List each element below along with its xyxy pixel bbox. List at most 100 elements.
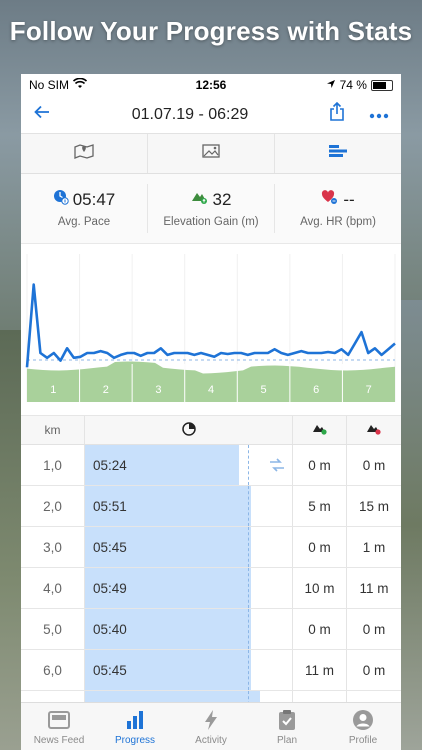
- activity-date-title: 01.07.19 - 06:29: [131, 105, 249, 123]
- bottom-navigation: News Feed Progress Activity Plan Profile: [21, 702, 401, 750]
- stat-value: 05:47: [72, 189, 116, 209]
- split-pace: 05:45: [93, 662, 127, 678]
- nav-profile[interactable]: Profile: [325, 703, 401, 750]
- elevation-down-icon: [366, 422, 382, 438]
- pace-clock-icon: [181, 421, 196, 439]
- status-bar: No SIM 12:56 74 %: [21, 74, 401, 96]
- split-pace: 05:49: [93, 580, 127, 596]
- km-label: 4: [208, 384, 214, 396]
- pace-chart-svg: 1 2 3 4 5 6 7: [25, 254, 396, 402]
- stat-avg-pace: 05:47 Avg. Pace: [21, 184, 148, 233]
- nav-activity[interactable]: Activity: [173, 703, 249, 750]
- split-row: 3,0 05:45 0 m 1 m: [21, 527, 401, 568]
- share-icon[interactable]: [329, 101, 345, 127]
- nav-progress[interactable]: Progress: [97, 703, 173, 750]
- tab-map[interactable]: [21, 134, 148, 173]
- split-elevation-up: 0 m: [293, 445, 347, 485]
- more-icon[interactable]: [369, 106, 389, 124]
- split-elevation-down: 0 m: [362, 457, 386, 473]
- split-pace: 05:51: [93, 498, 127, 514]
- avg-pace-line: [248, 527, 249, 567]
- split-km: 6,0: [21, 650, 85, 690]
- summary-stats: 05:47 Avg. Pace 32 Elevation Gain (m) --…: [21, 174, 401, 244]
- split-elevation-down: 0 m: [362, 621, 386, 637]
- splits-table: km 1,0 05:24 0 m 0 m 2,0 05:51 5 m 15 m 3,0 05:45…: [21, 416, 401, 732]
- heart-rate-icon: [321, 189, 339, 210]
- promo-headline: Follow Your Progress with Stats: [9, 16, 413, 46]
- carrier-text: No SIM: [29, 78, 70, 92]
- status-time: 12:56: [195, 78, 227, 92]
- elevation-up-icon: [312, 422, 328, 438]
- stat-value: 32: [212, 189, 232, 209]
- nav-label: Profile: [348, 735, 378, 746]
- battery-percent: 74 %: [339, 78, 367, 92]
- split-row: 2,0 05:51 5 m 15 m: [21, 486, 401, 527]
- split-pace-bar: [85, 527, 251, 567]
- split-elevation-up: 10 m: [293, 568, 347, 608]
- km-label: 6: [313, 384, 319, 396]
- nav-plan[interactable]: Plan: [249, 703, 325, 750]
- km-label: 5: [261, 384, 267, 396]
- avg-pace-line: [248, 486, 249, 526]
- split-km: 1,0: [21, 445, 85, 485]
- split-elevation-down: 1 m: [362, 539, 386, 555]
- stat-label: Avg. HR (bpm): [300, 216, 376, 228]
- split-km: 4,0: [21, 568, 85, 608]
- tab-stats[interactable]: [275, 134, 401, 173]
- pace-clock-icon: [53, 189, 69, 210]
- battery-icon: [370, 79, 393, 91]
- avg-pace-line: [248, 609, 249, 649]
- progress-chart-icon: [126, 708, 144, 732]
- arrow-left-icon[interactable]: [33, 105, 51, 124]
- profile-icon: [352, 708, 374, 732]
- split-pace-bar: [85, 609, 251, 649]
- avg-pace-line: [248, 445, 249, 485]
- split-elevation-down: 15 m: [358, 498, 389, 514]
- map-icon: [74, 143, 94, 164]
- tab-photos[interactable]: [148, 134, 275, 173]
- elevation-gain-icon: [191, 189, 209, 210]
- bar-stats-icon: [328, 144, 348, 163]
- pace-line: [25, 283, 396, 368]
- split-row: 4,0 05:49 10 m 11 m: [21, 568, 401, 609]
- split-row: 6,0 05:45 11 m 0 m: [21, 650, 401, 691]
- split-row: 5,0 05:40 0 m 0 m: [21, 609, 401, 650]
- pace-header: [85, 416, 293, 444]
- split-km: 5,0: [21, 609, 85, 649]
- km-label: 1: [50, 384, 56, 396]
- stat-avg-hr: -- Avg. HR (bpm): [275, 184, 401, 233]
- wifi-icon: [72, 77, 88, 92]
- nav-label: Plan: [276, 735, 297, 746]
- elevation-area: [27, 361, 395, 402]
- split-pace-cell: 05:40: [85, 609, 293, 649]
- split-elevation-down: 0 m: [362, 662, 386, 678]
- plan-clipboard-icon: [278, 708, 296, 732]
- split-row: 1,0 05:24 0 m 0 m: [21, 445, 401, 486]
- splits-header: km: [21, 416, 401, 445]
- nav-label: Progress: [114, 735, 155, 746]
- location-arrow-icon: [326, 78, 336, 92]
- split-pace-bar: [85, 486, 251, 526]
- stat-label: Elevation Gain (m): [163, 216, 259, 228]
- km-header: km: [21, 416, 85, 444]
- navigation-bar: 01.07.19 - 06:29: [21, 96, 401, 134]
- elevation-down-header: [347, 416, 401, 444]
- avg-pace-line: [248, 568, 249, 608]
- stat-value: --: [343, 189, 355, 209]
- km-label: 3: [155, 384, 161, 396]
- fastest-split-icon: [269, 458, 285, 475]
- split-pace: 05:40: [93, 621, 127, 637]
- stat-elevation-gain: 32 Elevation Gain (m): [148, 184, 275, 233]
- km-label: 2: [103, 384, 109, 396]
- nav-label: News Feed: [33, 735, 85, 746]
- split-elevation-up: 11 m: [293, 650, 347, 690]
- detail-tabs: [21, 134, 401, 174]
- split-km: 2,0: [21, 486, 85, 526]
- split-pace-cell: 05:51: [85, 486, 293, 526]
- nav-news-feed[interactable]: News Feed: [21, 703, 97, 750]
- split-elevation-down: 11 m: [359, 580, 389, 596]
- activity-bolt-icon: [204, 708, 218, 732]
- split-km: 3,0: [21, 527, 85, 567]
- split-elevation-up: 0 m: [293, 527, 347, 567]
- split-elevation-up: 0 m: [293, 609, 347, 649]
